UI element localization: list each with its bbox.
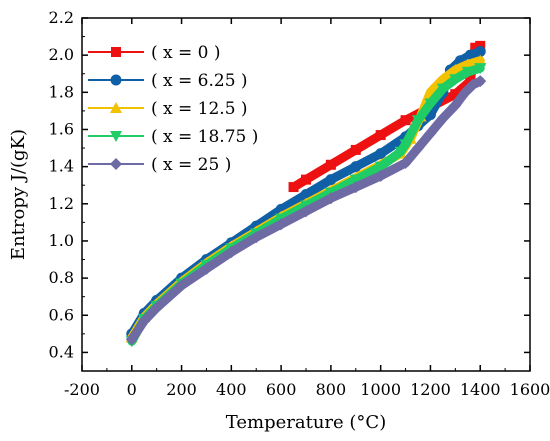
series-layer	[125, 40, 487, 348]
series-2-point-17	[449, 64, 462, 76]
legend-item-3: ( x = 18.75 )	[88, 127, 258, 147]
x-tick-label-2: 200	[166, 380, 197, 399]
series-3-point-16	[436, 83, 449, 95]
y-tick-label-3: 1.0	[49, 231, 74, 250]
series-0-point-1	[301, 174, 311, 185]
legend-item-2: ( x = 12.5 )	[88, 99, 248, 119]
legend-item-4: ( x = 25 )	[88, 155, 231, 175]
series-0-point-5	[400, 115, 411, 126]
x-tick-label-6: 1000	[360, 380, 401, 399]
series-3-point-19	[474, 63, 487, 75]
axis-layer: -200 0 200 400 600 800 1000 1200 1400 1600 0.4 0.6 0…	[49, 8, 550, 399]
series-3-point-10	[349, 174, 362, 186]
series-4-point-13	[412, 142, 424, 155]
y-tick-label-9: 2.2	[49, 8, 74, 27]
series-1-point-9	[325, 174, 337, 186]
series-2-point-19	[474, 54, 487, 66]
x-axis-title: Temperature (°C)	[226, 412, 386, 433]
series-4-point-16	[449, 99, 462, 112]
series-0-point-8	[465, 76, 476, 87]
series-3-point-15	[424, 98, 437, 110]
series-3-point-11	[374, 161, 387, 173]
y-tick-label-1: 0.6	[49, 305, 74, 324]
series-0-point-3	[350, 144, 361, 155]
y-tick-label-7: 1.8	[49, 82, 74, 101]
series-4-point-7	[275, 218, 288, 231]
y-tick-label-4: 1.2	[49, 194, 74, 213]
series-1-point-19	[474, 45, 486, 57]
legend-marker-0	[111, 47, 121, 57]
legend-label-0: ( x = 0 )	[151, 43, 221, 63]
legend-item-1: ( x = 6.25 )	[88, 71, 248, 91]
legend-label-4: ( x = 25 )	[151, 155, 231, 175]
series-3-point-13	[399, 139, 412, 151]
legend: ( x = 0 ) ( x = 6.25 ) ( x = 12.5 ) ( x = 1…	[88, 43, 258, 175]
x-tick-label-7: 1200	[410, 380, 451, 399]
y-tick-label-6: 1.6	[49, 119, 74, 138]
series-4-point-10	[349, 181, 362, 194]
series-3-point-18	[461, 66, 474, 78]
series-4-point-17	[459, 86, 472, 99]
series-4-point-6	[250, 231, 263, 244]
legend-label-3: ( x = 18.75 )	[151, 127, 258, 147]
y-tick-label-8: 2.0	[49, 45, 74, 64]
series-4-point-0	[125, 333, 138, 346]
series-1-point-10	[350, 161, 362, 173]
x-tick-label-0: -200	[64, 380, 100, 399]
x-tick-label-8: 1400	[460, 380, 501, 399]
series-4-point-5	[225, 246, 238, 259]
legend-label-1: ( x = 6.25 )	[151, 71, 248, 91]
series-4-point-15	[436, 112, 449, 125]
y-tick-label-2: 0.8	[49, 268, 74, 287]
legend-item-0: ( x = 0 )	[88, 43, 221, 63]
series-4-point-11	[374, 169, 387, 182]
series-0-point-7	[450, 89, 461, 100]
y-tick-label-5: 1.4	[49, 157, 74, 176]
x-tick-label-4: 600	[266, 380, 297, 399]
legend-marker-4	[110, 158, 122, 170]
series-0-point-0	[288, 182, 299, 193]
legend-marker-1	[110, 74, 122, 86]
series-0-point-10	[475, 40, 486, 51]
series-4-point-12	[399, 156, 412, 169]
series-4-point-2	[150, 301, 163, 314]
series-4-point-3	[175, 279, 188, 292]
x-tick-label-3: 400	[216, 380, 247, 399]
x-tick-label-9: 1600	[510, 380, 550, 399]
series-4-point-1	[138, 314, 151, 327]
series-1-point-8	[300, 189, 312, 200]
y-axis-title: Entropy J/(gK)	[8, 129, 29, 260]
series-0-point-4	[375, 130, 386, 141]
y-tick-label-0: 0.4	[49, 342, 74, 361]
series-3-point-14	[412, 115, 424, 127]
series-0-point-2	[325, 159, 336, 170]
series-4-point-19	[474, 75, 487, 88]
x-tick-label-1: 0	[127, 380, 137, 399]
legend-label-2: ( x = 12.5 )	[151, 99, 248, 119]
series-3-point-17	[449, 74, 462, 86]
series-1-point-11	[375, 148, 387, 160]
series-3-point-12	[394, 146, 407, 158]
legend-marker-3	[110, 131, 122, 142]
series-4-point-8	[300, 205, 312, 218]
x-tick-label-5: 800	[316, 380, 347, 399]
series-4-point-14	[424, 127, 437, 140]
series-4	[125, 75, 487, 346]
legend-marker-2	[110, 102, 122, 113]
series-4-point-4	[200, 262, 213, 275]
series-4-point-9	[324, 192, 337, 205]
series-1-point-18	[464, 49, 476, 61]
